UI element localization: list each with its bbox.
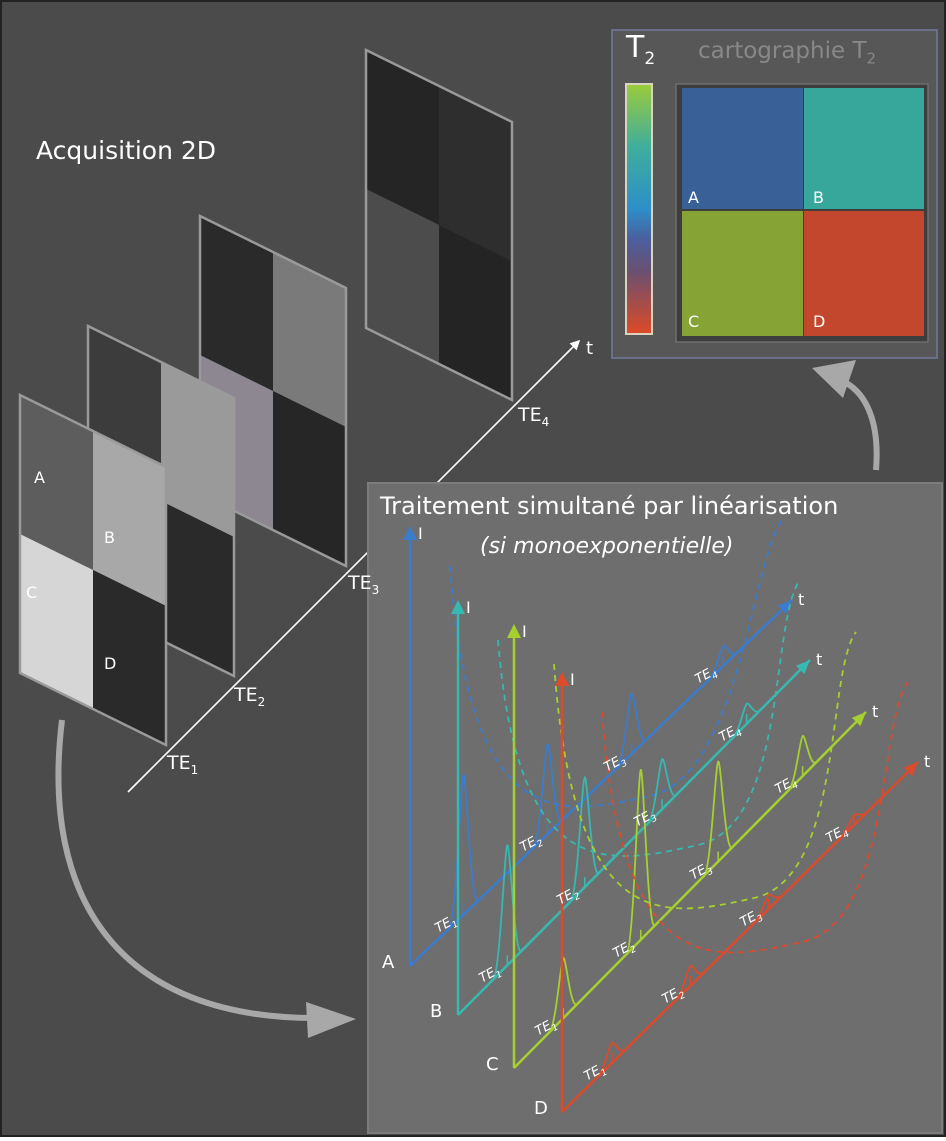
te2-base: TE <box>234 684 258 706</box>
t2-cell-b <box>804 88 924 209</box>
series-a-t-label: t <box>798 590 805 609</box>
colorbar-title: T2 <box>626 30 655 69</box>
te3-base: TE <box>348 572 372 594</box>
curved-arrow-head-map <box>812 360 856 398</box>
series-d-decay-fit <box>601 681 909 954</box>
plot-series-d <box>555 672 919 1113</box>
series-d-i-arrowhead <box>555 672 569 686</box>
series-b-t-label: t <box>816 650 823 669</box>
slice-te4-outline <box>364 47 514 403</box>
slice-te3-cell-b <box>273 252 346 427</box>
t2-cell-b-label: B <box>813 188 824 207</box>
t2-cell-a-label: A <box>688 188 699 207</box>
series-c-label: C <box>486 1054 499 1075</box>
series-c-decay-fit <box>553 631 857 910</box>
slice-label-b: B <box>104 528 115 547</box>
plot-series-b <box>451 579 811 1016</box>
slice-te4-cell-a <box>366 50 439 225</box>
slice-te4-cell-b <box>439 86 512 261</box>
colorbar-title-sub: 2 <box>644 49 656 69</box>
series-c-signal-curve <box>513 711 867 1069</box>
slice-te1-cell-b <box>93 431 166 606</box>
acquisition-time-axis <box>127 339 581 793</box>
series-b-signal-curve <box>457 659 811 1016</box>
slice-te4-cell-d <box>439 225 512 400</box>
slice-te3-cell-a <box>200 216 273 391</box>
slice-te2-cell-b <box>161 362 234 537</box>
te1-base: TE <box>167 752 191 774</box>
page-title: Acquisition 2D <box>36 136 217 165</box>
t2-cell-c-label: C <box>688 312 700 331</box>
processing-plots <box>403 519 919 1113</box>
slices-group <box>18 47 514 748</box>
te4-base: TE <box>518 404 542 426</box>
series-c-i-arrowhead <box>507 624 521 638</box>
plot-series-c <box>507 624 867 1069</box>
series-b-i-label: I <box>466 598 471 617</box>
slice-te1-cell-c <box>20 534 93 709</box>
series-d-i-label: I <box>570 670 575 689</box>
t2-cell-a <box>682 88 803 209</box>
te3-sub: 3 <box>371 582 380 597</box>
series-d-signal-curve <box>561 761 919 1113</box>
slice-label-a: A <box>34 468 45 487</box>
processing-subtitle: (si monoexponentielle) <box>480 534 734 559</box>
te2-sub: 2 <box>257 694 266 709</box>
series-b-decay-fit <box>497 579 801 857</box>
series-a-label: A <box>382 952 395 973</box>
series-a-i-label: I <box>418 524 423 543</box>
slice-te4-cell-c <box>366 189 439 364</box>
te1-sub: 1 <box>190 762 199 777</box>
te1-label: TE1 <box>167 752 198 777</box>
series-d-t-label: t <box>924 752 931 771</box>
curved-arrow-to-processing <box>55 719 321 1022</box>
te4-sub: 4 <box>541 414 550 429</box>
colorbar-title-base: T <box>626 30 645 65</box>
slice-te1-cell-a <box>20 395 93 570</box>
te4-label: TE4 <box>518 404 549 429</box>
series-a-signal-curve <box>409 599 793 967</box>
t2-cell-c <box>682 211 803 336</box>
slice-te1 <box>18 392 168 748</box>
t2-map-title: cartographie T2 <box>698 38 876 68</box>
te2-label: TE2 <box>234 684 265 709</box>
t2-cell-d <box>804 211 924 336</box>
slice-te3-cell-d <box>273 391 346 566</box>
series-c-t-label: t <box>872 702 879 721</box>
slice-te4 <box>364 47 514 403</box>
acquisition-t-label: t <box>586 338 594 359</box>
t2-colorbar <box>625 83 653 335</box>
curved-arrow-head-processing <box>306 1002 356 1038</box>
te3-label: TE3 <box>348 572 379 597</box>
series-d-label: D <box>534 1098 548 1119</box>
processing-panel <box>367 482 943 1134</box>
t2-map-title-sub: 2 <box>866 49 877 68</box>
slice-te2-cell-d <box>161 501 234 676</box>
series-b-i-arrowhead <box>451 600 465 614</box>
slice-te1-cell-d <box>93 570 166 745</box>
t2-map-title-base: cartographie T <box>698 38 867 64</box>
series-c-i-label: I <box>522 622 527 641</box>
slice-label-c: C <box>26 583 38 602</box>
slice-te1-outline <box>18 392 168 748</box>
series-b-label: B <box>430 1001 443 1022</box>
processing-title: Traitement simultané par linéarisation <box>380 492 839 520</box>
series-a-i-arrowhead <box>403 526 417 540</box>
t2-cell-d-label: D <box>813 312 826 331</box>
slice-label-d: D <box>104 654 117 673</box>
